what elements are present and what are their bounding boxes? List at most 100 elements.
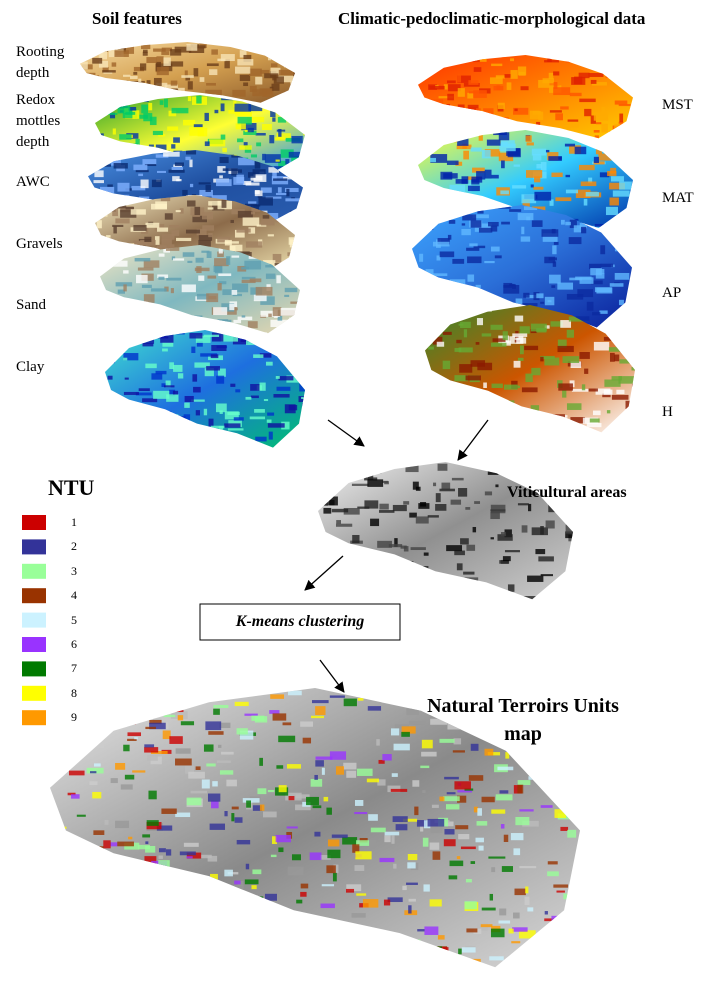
map-patch — [504, 400, 515, 408]
map-patch — [504, 529, 512, 538]
map-patch — [462, 118, 479, 126]
map-patch — [141, 42, 151, 50]
map-patch — [573, 952, 580, 956]
map-patch — [614, 233, 618, 239]
map-patch — [292, 107, 300, 111]
map-patch — [84, 75, 100, 84]
map-patch — [109, 112, 116, 119]
map-patch — [285, 159, 290, 165]
map-patch — [478, 135, 483, 141]
map-patch — [449, 281, 460, 289]
map-patch — [566, 329, 575, 338]
map-patch — [144, 164, 157, 167]
map-patch — [113, 226, 117, 234]
map-patch — [182, 698, 188, 704]
map-patch — [224, 411, 239, 420]
map-patch — [245, 241, 263, 248]
map-patch — [462, 206, 472, 211]
map-patch — [117, 83, 125, 92]
map-patch — [487, 599, 491, 603]
map-patch — [565, 57, 571, 63]
map-patch — [384, 831, 400, 836]
map-patch — [526, 216, 531, 221]
map-patch — [264, 154, 281, 163]
map-patch — [126, 143, 138, 146]
map-patch — [611, 376, 622, 381]
map-patch — [262, 215, 270, 220]
map-patch — [161, 383, 168, 388]
map-patch — [632, 138, 633, 146]
map-patch — [494, 205, 511, 209]
map-patch — [117, 337, 126, 346]
map-patch — [500, 190, 509, 195]
map-patch — [107, 375, 113, 380]
map-patch — [388, 544, 403, 548]
map-patch — [259, 757, 263, 766]
map-patch — [111, 159, 121, 166]
map-patch — [302, 414, 305, 419]
map-patch — [393, 863, 397, 869]
map-patch — [540, 574, 553, 577]
soil-layer-label: Rooting depth — [16, 44, 65, 81]
map-patch — [189, 159, 193, 168]
map-patch — [481, 150, 491, 159]
map-patch — [481, 333, 492, 337]
map-patch — [276, 386, 291, 391]
map-patch — [251, 211, 255, 215]
map-patch — [249, 85, 257, 92]
map-patch — [610, 329, 616, 332]
map-patch — [214, 109, 219, 114]
map-patch — [390, 728, 400, 736]
map-patch — [619, 140, 633, 146]
map-patch — [248, 227, 256, 234]
map-patch — [315, 756, 333, 760]
map-patch — [149, 719, 162, 725]
map-patch — [130, 87, 138, 97]
map-patch — [274, 263, 289, 266]
map-patch — [342, 837, 358, 845]
map-patch — [553, 71, 560, 76]
map-patch — [329, 695, 345, 698]
map-patch — [256, 332, 268, 334]
map-patch — [512, 927, 528, 932]
map-patch — [512, 333, 528, 337]
map-patch — [611, 225, 621, 231]
map-patch — [277, 187, 282, 193]
map-patch — [491, 174, 499, 179]
map-patch — [548, 503, 560, 513]
map-patch — [278, 376, 294, 381]
map-patch — [417, 929, 425, 932]
map-patch — [169, 225, 180, 228]
map-patch — [132, 110, 140, 119]
map-patch — [333, 921, 341, 930]
map-patch — [488, 856, 506, 859]
map-patch — [461, 228, 471, 236]
map-patch — [183, 414, 191, 423]
map-patch — [128, 90, 142, 94]
map-patch — [439, 488, 455, 492]
map-patch — [123, 744, 130, 752]
map-patch — [104, 156, 115, 161]
map-patch — [457, 795, 467, 803]
map-patch — [445, 114, 462, 117]
map-patch — [106, 235, 111, 238]
map-patch — [426, 946, 442, 952]
map-patch — [278, 128, 282, 137]
map-patch — [166, 245, 180, 251]
map-patch — [447, 93, 454, 101]
map-patch — [110, 842, 118, 847]
map-patch — [565, 174, 571, 178]
map-patch — [425, 269, 434, 276]
map-patch — [277, 313, 283, 321]
map-patch — [364, 469, 382, 474]
map-patch — [390, 576, 405, 581]
map-patch — [204, 368, 214, 377]
map-patch — [167, 126, 179, 131]
map-patch — [490, 324, 503, 330]
map-patch — [379, 503, 389, 510]
map-patch — [193, 315, 203, 323]
map-patch — [440, 318, 448, 322]
map-patch — [448, 219, 456, 224]
map-patch — [138, 114, 148, 119]
map-patch — [301, 212, 303, 219]
